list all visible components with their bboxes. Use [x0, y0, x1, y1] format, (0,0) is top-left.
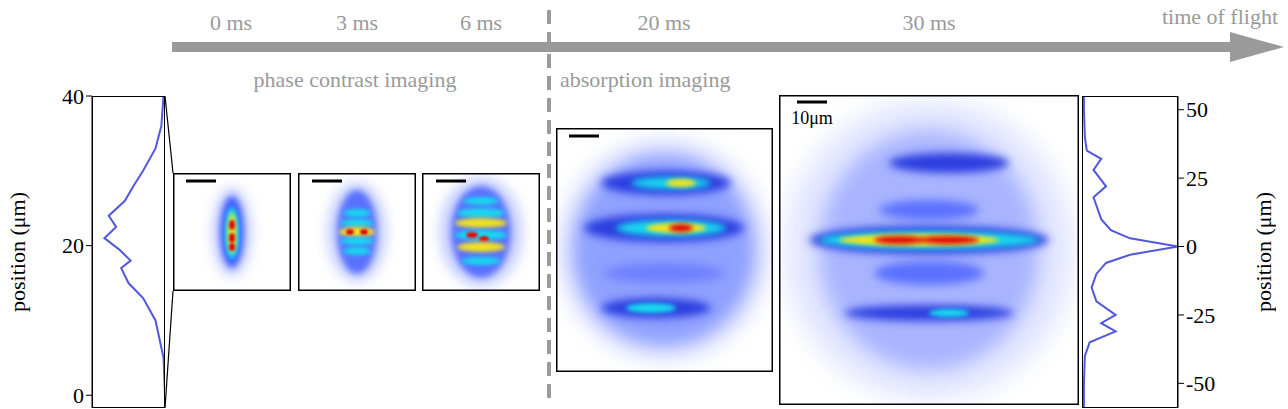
svg-text:20 ms: 20 ms	[637, 10, 690, 35]
svg-text:position (μm): position (μm)	[1251, 192, 1276, 312]
svg-text:-25: -25	[1186, 303, 1215, 328]
svg-text:30 ms: 30 ms	[902, 10, 955, 35]
svg-text:40: 40	[62, 84, 84, 109]
svg-text:20: 20	[62, 233, 84, 258]
svg-text:position (μm): position (μm)	[5, 192, 30, 312]
svg-text:phase contrast imaging: phase contrast imaging	[254, 67, 457, 92]
svg-text:0: 0	[1186, 234, 1197, 259]
svg-text:50: 50	[1186, 97, 1208, 122]
svg-text:time of flight: time of flight	[1162, 4, 1278, 29]
svg-text:0 ms: 0 ms	[210, 10, 252, 35]
svg-text:-50: -50	[1186, 371, 1215, 396]
svg-text:0: 0	[73, 383, 84, 408]
svg-text:25: 25	[1186, 166, 1208, 191]
svg-text:absorption imaging: absorption imaging	[560, 67, 730, 92]
svg-text:3 ms: 3 ms	[336, 10, 378, 35]
svg-text:10μm: 10μm	[791, 108, 833, 128]
svg-text:6 ms: 6 ms	[460, 10, 502, 35]
